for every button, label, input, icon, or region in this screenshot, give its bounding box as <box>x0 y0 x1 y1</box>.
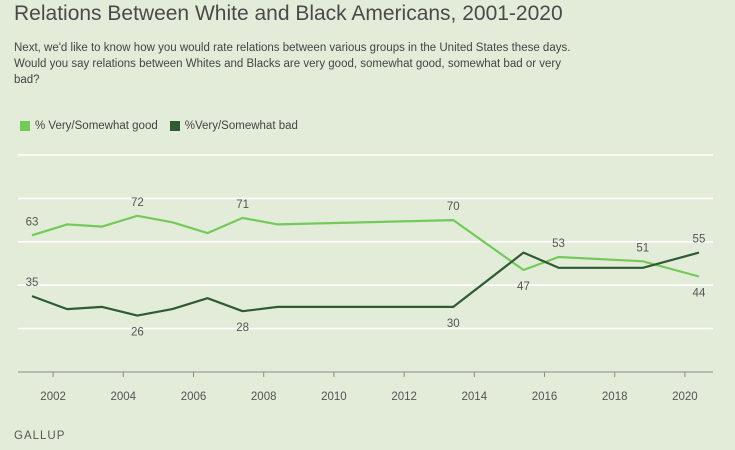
source-label: GALLUP <box>14 430 66 442</box>
x-tick-label: 2002 <box>40 391 66 403</box>
x-tick-label: 2008 <box>251 391 277 403</box>
line-chart: 2002 2004 2006 2008 2010 2012 2014 2016 2018 2020… <box>18 154 713 403</box>
x-tick-label: 2004 <box>111 391 137 403</box>
data-label: 53 <box>552 238 565 250</box>
legend-swatch-good <box>20 121 30 131</box>
legend-item-bad: %Very/Somewhat bad <box>169 120 298 132</box>
data-label: 72 <box>131 197 144 209</box>
x-tick-label: 2012 <box>391 391 417 403</box>
series-line-bad <box>31 251 700 317</box>
series-line-good <box>31 214 700 278</box>
legend-item-good: % Very/Somewhat good <box>20 120 158 132</box>
data-label: 71 <box>236 199 249 211</box>
x-tick-label: 2014 <box>462 391 488 403</box>
x-tick-label: 2016 <box>532 391 558 403</box>
data-label: 47 <box>517 281 530 293</box>
data-label: 63 <box>26 216 39 228</box>
chart-subtitle: Next, we'd like to know how you would ra… <box>14 42 571 86</box>
data-label: 35 <box>26 277 39 289</box>
data-label: 26 <box>131 327 144 339</box>
legend-swatch-bad <box>169 121 180 131</box>
x-tick-label: 2018 <box>602 391 628 403</box>
x-tick-label: 2010 <box>321 391 347 403</box>
data-label: 28 <box>236 322 249 334</box>
data-label: 55 <box>693 234 706 246</box>
legend-label-bad: %Very/Somewhat bad <box>184 120 298 132</box>
data-label: 70 <box>447 201 460 213</box>
chart-legend: % Very/Somewhat good %Very/Somewhat bad <box>20 120 310 132</box>
legend-label-good: % Very/Somewhat good <box>35 120 158 132</box>
x-tick-label: 2020 <box>672 391 698 403</box>
data-label: 30 <box>447 318 460 330</box>
x-tick-label: 2006 <box>181 391 207 403</box>
data-label: 51 <box>636 242 649 254</box>
data-label: 44 <box>693 288 706 300</box>
chart-title: Relations Between White and Black Americ… <box>14 2 563 25</box>
